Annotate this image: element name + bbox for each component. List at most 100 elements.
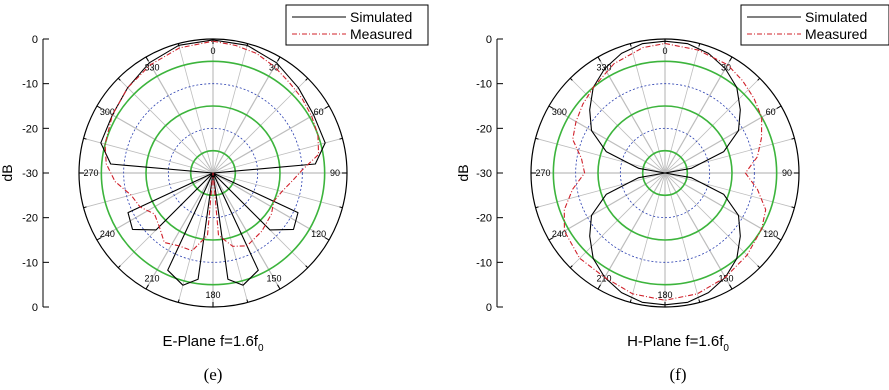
angle-tick-mark	[339, 206, 343, 209]
radial-tick-label: -20	[476, 123, 492, 135]
angle-label-300: 300	[100, 107, 115, 117]
grid-ring	[100, 60, 326, 286]
angle-label-150: 150	[266, 274, 281, 284]
panel-label: (f)	[670, 365, 687, 384]
angle-tick-mark	[548, 237, 554, 241]
angle-tick-mark	[305, 265, 309, 269]
chart-title: H-Plane f=1.6f0	[627, 333, 729, 354]
angle-tick-mark	[277, 56, 281, 62]
angle-label-90: 90	[782, 168, 792, 178]
angle-tick-mark	[569, 265, 573, 269]
angle-tick-mark	[339, 137, 343, 140]
angle-tick-mark	[324, 105, 330, 109]
radial-tick-label: 0	[32, 34, 38, 46]
angle-tick-mark	[83, 137, 87, 140]
radial-tick-label: -10	[22, 257, 38, 269]
grid-ring	[619, 127, 711, 219]
angle-label-30: 30	[721, 62, 731, 72]
legend-entry-measured: Measured	[805, 26, 867, 42]
polar-chart-e: 0 30 60 90 120 150 180 210 240 270 300 330 0 -10 -20 -3…	[0, 4, 429, 384]
series-measured	[563, 42, 767, 301]
legend-entry-simulated: Simulated	[805, 9, 867, 25]
angle-tick-mark	[776, 105, 782, 109]
panel-label: (e)	[204, 365, 223, 384]
angle-label-120: 120	[311, 229, 326, 239]
radial-tick-label: 0	[486, 302, 492, 314]
angle-tick-mark	[776, 237, 782, 241]
angle-label-0: 0	[662, 46, 667, 56]
legend-box	[740, 4, 889, 46]
angle-tick-mark	[629, 299, 632, 303]
legend-entry-measured: Measured	[350, 26, 412, 42]
angle-label-240: 240	[100, 229, 115, 239]
chart-title-subscript: 0	[723, 343, 729, 354]
angle-label-60: 60	[314, 107, 324, 117]
angle-tick-mark	[597, 56, 601, 62]
radial-axis: 0 -10 -20 -30 -20 -10 0	[476, 34, 503, 314]
series-measured	[104, 40, 320, 252]
y-axis-label: dB	[0, 164, 15, 181]
angle-tick-mark	[535, 137, 539, 140]
legend-box	[285, 4, 429, 46]
grid-ring	[641, 149, 689, 197]
angle-label-150: 150	[718, 274, 733, 284]
grid-ring	[597, 105, 733, 241]
chart-title: E-Plane f=1.6f0	[162, 333, 263, 354]
polar-chart-f: 0 30 60 90 120 150 180 210 240 270 300 330 0 -10 -20 -3…	[455, 4, 889, 384]
angle-label-90: 90	[330, 168, 340, 178]
grid-ring	[167, 127, 259, 219]
angle-tick-mark	[117, 77, 121, 81]
radial-tick-label: -10	[476, 79, 492, 91]
angle-label-270: 270	[535, 168, 550, 178]
angle-tick-mark	[117, 265, 121, 269]
angle-tick-mark	[83, 206, 87, 209]
angle-label-120: 120	[763, 229, 778, 239]
angle-tick-mark	[277, 284, 281, 290]
angle-label-270: 270	[83, 168, 98, 178]
angle-label-210: 210	[596, 274, 611, 284]
angle-tick-mark	[548, 105, 554, 109]
angle-label-330: 330	[144, 62, 159, 72]
chart-title-main: H-Plane f=1.6f	[627, 333, 724, 350]
angle-label-330: 330	[596, 62, 611, 72]
grid-ring	[189, 149, 237, 197]
angle-tick-mark	[569, 77, 573, 81]
grid-ring	[552, 60, 778, 286]
angle-tick-mark	[757, 77, 761, 81]
angle-tick-mark	[729, 284, 733, 290]
radial-axis: 0 -10 -20 -30 -20 -10 0	[22, 34, 49, 314]
angle-tick-mark	[145, 284, 149, 290]
y-axis-label: dB	[455, 164, 471, 181]
angle-tick-mark	[698, 43, 701, 47]
radial-tick-label: -20	[22, 123, 38, 135]
radial-tick-label: 0	[32, 302, 38, 314]
angle-label-300: 300	[552, 107, 567, 117]
radial-tick-label: -30	[22, 168, 38, 180]
angle-tick-mark	[96, 237, 102, 241]
angle-tick-mark	[535, 206, 539, 209]
radial-tick-label: -30	[476, 168, 492, 180]
angle-tick-mark	[597, 284, 601, 290]
angle-tick-mark	[145, 56, 149, 62]
legend-entry-simulated: Simulated	[350, 9, 412, 25]
series-simulated	[589, 40, 741, 306]
angle-label-180: 180	[205, 290, 220, 300]
angle-label-60: 60	[766, 107, 776, 117]
radial-tick-label: -20	[476, 213, 492, 225]
angle-tick-mark	[324, 237, 330, 241]
chart-title-subscript: 0	[258, 343, 264, 354]
angle-tick-mark	[757, 265, 761, 269]
grid-ring	[123, 83, 303, 263]
angle-label-210: 210	[144, 274, 159, 284]
radial-tick-label: -10	[22, 79, 38, 91]
angle-label-0: 0	[210, 46, 215, 56]
angle-label-180: 180	[657, 290, 672, 300]
radial-tick-label: 0	[486, 34, 492, 46]
angle-tick-mark	[246, 299, 249, 303]
radial-tick-label: -10	[476, 257, 492, 269]
grid-ring	[145, 105, 281, 241]
radial-tick-label: -20	[22, 213, 38, 225]
